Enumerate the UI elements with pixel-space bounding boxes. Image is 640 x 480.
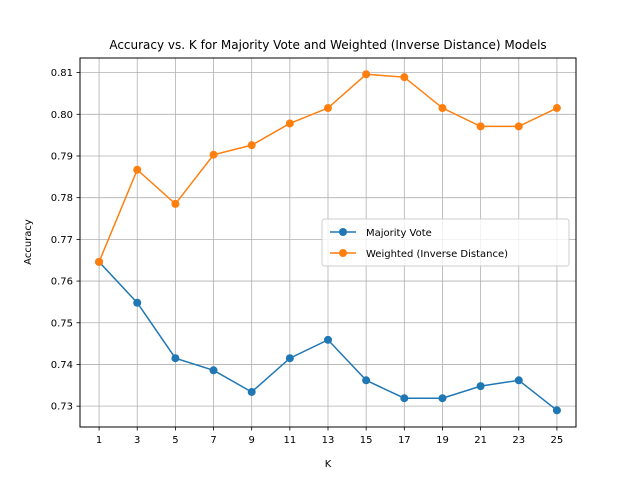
data-point xyxy=(133,165,142,174)
data-point xyxy=(362,70,371,79)
y-tick-label: 0.81 xyxy=(51,68,73,79)
legend: Majority Vote Weighted (Inverse Distance) xyxy=(321,218,570,267)
data-point xyxy=(285,354,294,363)
x-tick-label: 9 xyxy=(249,435,255,446)
data-point xyxy=(171,199,180,208)
x-tick-label: 23 xyxy=(512,435,525,446)
x-tick-label: 19 xyxy=(436,435,449,446)
y-axis-label: Accuracy xyxy=(23,219,34,265)
x-tick-label: 15 xyxy=(360,435,373,446)
data-point xyxy=(438,104,447,113)
series-layer xyxy=(95,70,561,415)
legend-entry-label: Weighted (Inverse Distance) xyxy=(366,249,508,260)
data-point xyxy=(362,376,371,385)
data-point xyxy=(514,122,523,131)
x-tick-label: 7 xyxy=(210,435,216,446)
y-tick-label: 0.76 xyxy=(51,277,73,288)
data-point xyxy=(95,257,104,266)
legend-marker xyxy=(339,228,347,236)
x-tick-label: 3 xyxy=(134,435,140,446)
data-point xyxy=(324,104,332,113)
data-point xyxy=(209,366,218,375)
data-point xyxy=(209,150,218,159)
data-point xyxy=(247,141,256,150)
data-point xyxy=(133,298,142,307)
data-point xyxy=(400,73,409,82)
legend-marker xyxy=(339,249,347,257)
x-tick-label: 1 xyxy=(96,435,102,446)
x-tick-label: 17 xyxy=(398,435,411,446)
series-majority-vote xyxy=(95,257,561,415)
data-point xyxy=(324,335,332,344)
y-tick-label: 0.77 xyxy=(51,235,73,246)
x-tick-label: 11 xyxy=(283,435,296,446)
legend-box xyxy=(321,218,570,267)
legend-entry-label: Majority Vote xyxy=(366,228,432,239)
x-tick-label: 21 xyxy=(474,435,487,446)
data-point xyxy=(514,376,523,385)
data-point xyxy=(552,406,561,415)
x-tick-label: 25 xyxy=(551,435,564,446)
y-tick-label: 0.79 xyxy=(51,151,73,162)
data-point xyxy=(285,119,294,128)
axes-ticks: 1 3 5 7 9 11 13 15 17 19 21 23 250.730.740.750.760.7… xyxy=(51,68,564,446)
data-point xyxy=(552,104,561,113)
data-point xyxy=(476,122,485,131)
x-tick-label: 13 xyxy=(322,435,335,446)
series-weighted xyxy=(95,70,561,266)
data-point xyxy=(476,382,485,391)
y-tick-label: 0.75 xyxy=(51,318,73,329)
data-point xyxy=(400,394,409,403)
data-point xyxy=(171,354,180,363)
x-axis-label: K xyxy=(325,459,332,470)
chart-title: Accuracy vs. K for Majority Vote and Wei… xyxy=(109,38,546,52)
x-tick-label: 5 xyxy=(172,435,178,446)
y-tick-label: 0.80 xyxy=(51,110,73,121)
data-point xyxy=(438,394,447,403)
y-tick-label: 0.74 xyxy=(51,360,73,371)
data-point xyxy=(247,387,256,396)
y-tick-label: 0.73 xyxy=(51,402,73,413)
y-tick-label: 0.78 xyxy=(51,193,73,204)
